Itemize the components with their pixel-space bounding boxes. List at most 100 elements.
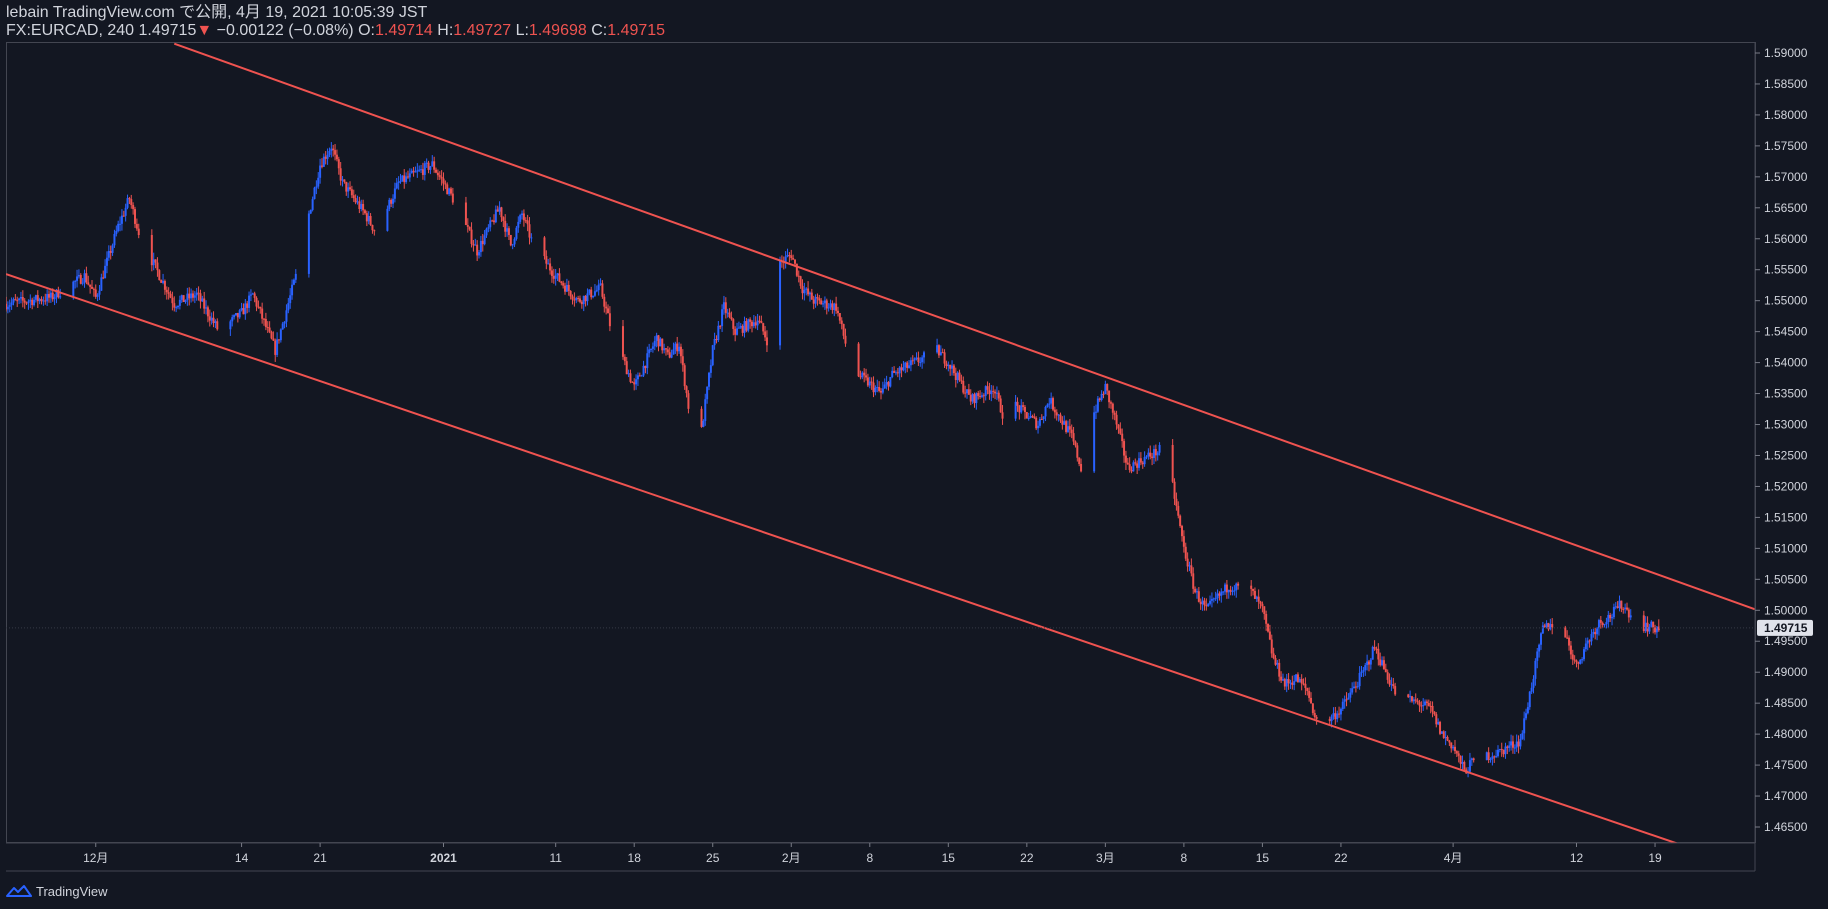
candle-body: [1194, 588, 1197, 593]
symbol-label[interactable]: FX:EURCAD, 240: [6, 22, 135, 39]
candle-body: [1457, 753, 1460, 756]
time-tick-label: 15: [942, 851, 956, 865]
candle-body: [1541, 625, 1544, 634]
candle-body: [1644, 622, 1647, 631]
candle-body: [786, 255, 789, 257]
candle-body: [681, 356, 684, 366]
candle-body: [1235, 583, 1238, 591]
candle-body: [229, 321, 232, 330]
candle-body: [1614, 606, 1617, 608]
candle-body: [1115, 414, 1118, 425]
candle-body: [1076, 445, 1079, 458]
candle-body: [341, 179, 344, 181]
candle-body: [1145, 456, 1148, 458]
candle-body: [1055, 412, 1058, 416]
candle-body: [1001, 412, 1004, 419]
candle-body: [526, 220, 529, 225]
candle-body: [1119, 428, 1122, 434]
candle-body: [975, 393, 978, 404]
candle-body: [436, 172, 439, 176]
candle-body: [1654, 627, 1657, 633]
candle-body: [206, 307, 209, 317]
brand-name[interactable]: TradingView: [36, 883, 108, 899]
candle-body: [1205, 605, 1208, 607]
candle-body: [1152, 449, 1155, 458]
candle-body: [737, 327, 740, 329]
candle-body: [891, 370, 894, 378]
candle-body: [1020, 405, 1023, 413]
candle-body: [184, 300, 187, 302]
candle-body: [827, 307, 830, 309]
candle-body: [659, 338, 662, 347]
candle-body: [315, 186, 318, 188]
candle-body: [1308, 691, 1311, 698]
candle-body: [1510, 741, 1513, 746]
candle-body: [1597, 620, 1600, 629]
candle-body: [257, 306, 260, 308]
candle-body: [1270, 639, 1273, 654]
candle-body: [683, 365, 686, 387]
candle-body: [1293, 681, 1296, 685]
candle-body: [709, 365, 712, 373]
candle-body: [76, 276, 79, 281]
candle-body: [829, 303, 832, 308]
candle-body: [317, 177, 320, 187]
candle-body: [1296, 674, 1299, 683]
candle-body: [1418, 702, 1421, 706]
candle-body: [313, 187, 316, 200]
candle-body: [758, 320, 761, 322]
candle-body: [866, 377, 869, 386]
price-tick-label: 1.57500: [1764, 139, 1808, 153]
tradingview-logo-icon[interactable]: [6, 884, 32, 898]
price-tick-label: 1.50000: [1764, 603, 1808, 617]
candle-body: [1452, 746, 1455, 749]
candle-body: [678, 346, 681, 352]
candle-body: [564, 285, 567, 292]
candle-body: [625, 361, 628, 375]
candle-body: [1078, 457, 1081, 464]
candle-body: [165, 289, 168, 293]
price-tick-label: 1.46500: [1764, 820, 1808, 834]
candle-body: [741, 325, 744, 333]
candle-body: [274, 340, 277, 355]
time-tick-label: 22: [1334, 851, 1348, 865]
candle-body: [1618, 600, 1621, 608]
candle-body: [1281, 679, 1284, 681]
candle-body: [706, 386, 709, 400]
candle-body: [507, 228, 510, 235]
candle-body: [208, 316, 211, 321]
candle-body: [435, 169, 438, 173]
candle-body: [474, 244, 477, 246]
candle-body: [199, 293, 202, 302]
candle-body: [1367, 661, 1370, 665]
candle-body: [470, 229, 473, 244]
candle-body: [969, 394, 972, 402]
candle-body: [167, 292, 170, 294]
price-tick-label: 1.58000: [1764, 108, 1808, 122]
candle-body: [1551, 624, 1554, 628]
candle-body: [1420, 705, 1423, 707]
candle-body: [1412, 699, 1415, 702]
candle-body: [747, 319, 750, 331]
candle-body: [1311, 703, 1314, 714]
candle-body: [715, 338, 718, 341]
candle-body: [603, 296, 606, 307]
candle-body: [1366, 661, 1369, 666]
candle-body: [558, 273, 561, 282]
candle-body: [272, 338, 275, 341]
candle-body: [1463, 762, 1466, 770]
candle-body: [292, 279, 295, 285]
candle-body: [128, 198, 131, 200]
candle-body: [543, 237, 546, 257]
candle-body: [515, 227, 518, 239]
candle-body: [1124, 455, 1127, 463]
candle-body: [947, 364, 950, 367]
candle-body: [1611, 617, 1614, 619]
candle-body: [339, 168, 342, 181]
candle-body: [481, 240, 484, 245]
candle-body: [607, 308, 610, 314]
candle-body: [1607, 614, 1610, 623]
candle-body: [1138, 458, 1141, 468]
candle-body: [1188, 565, 1191, 567]
